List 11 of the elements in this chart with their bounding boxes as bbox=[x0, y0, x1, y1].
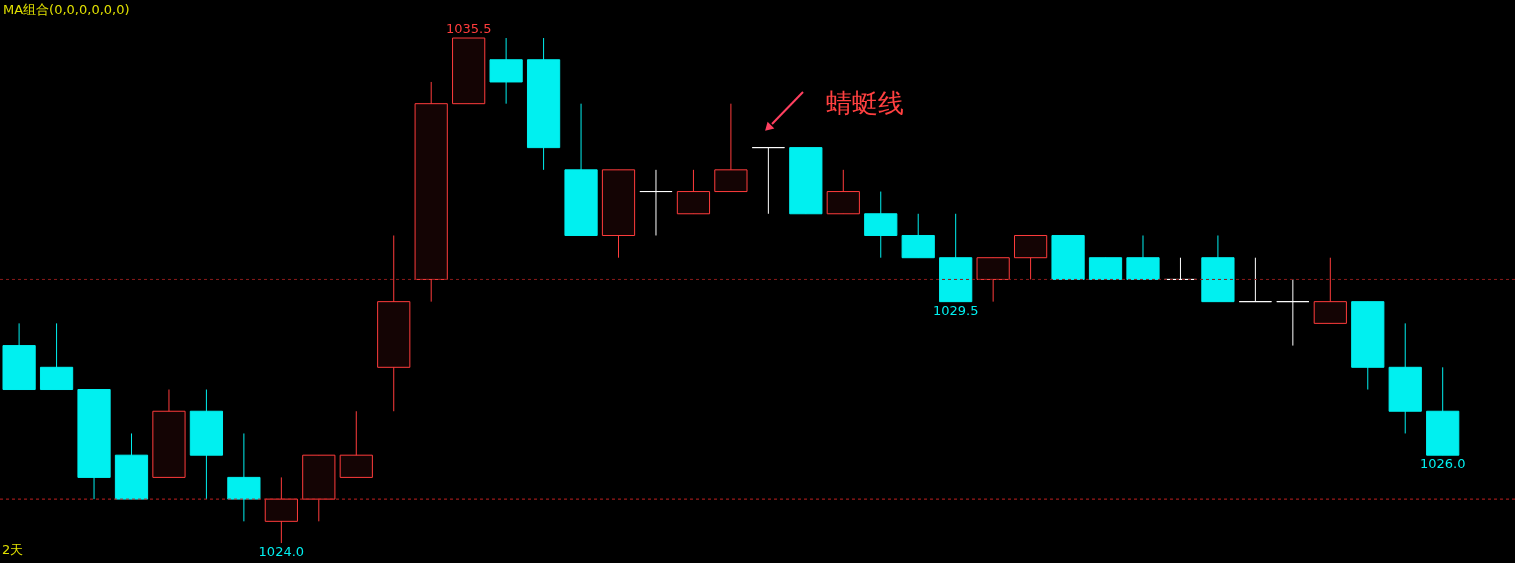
candlestick bbox=[1238, 257, 1272, 303]
text: 1035.5 bbox=[445, 21, 492, 37]
text: 1026.0 bbox=[1419, 456, 1466, 472]
text: MA组合(0,0,0,0,0,0) bbox=[3, 2, 130, 17]
candlestick bbox=[1276, 278, 1310, 347]
candlestick bbox=[751, 147, 785, 215]
annotation: 蜻蜓线 bbox=[826, 88, 904, 118]
annotation: 2天 bbox=[2, 542, 24, 557]
text: 1029.5 bbox=[932, 302, 979, 318]
candlestick bbox=[639, 169, 673, 236]
text: 1024.0 bbox=[258, 544, 305, 560]
